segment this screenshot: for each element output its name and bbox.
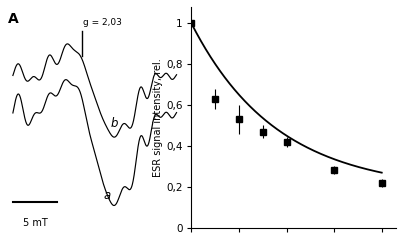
Text: g = 2,03: g = 2,03 (84, 18, 122, 27)
Text: b: b (111, 117, 118, 130)
Text: 5 mT: 5 mT (23, 218, 48, 228)
Text: A: A (8, 12, 18, 26)
Text: a: a (104, 189, 111, 202)
Y-axis label: ESR signal intensity, rel.: ESR signal intensity, rel. (153, 58, 163, 177)
Text: B: B (167, 0, 178, 3)
